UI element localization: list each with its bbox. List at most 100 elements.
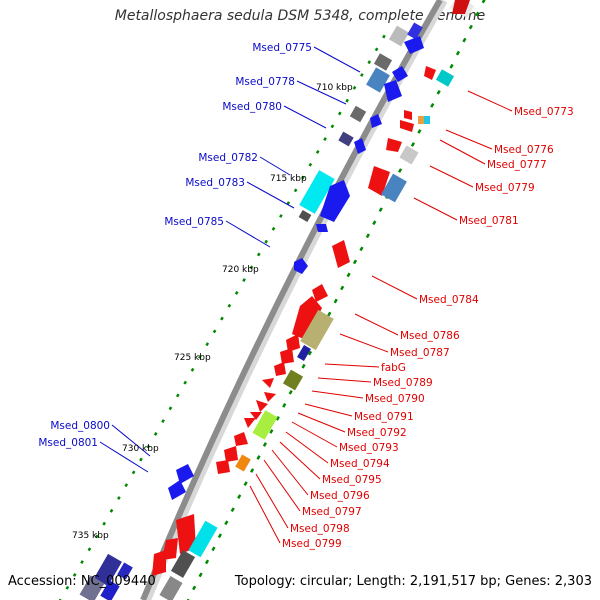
gene-feature [262,378,274,388]
gene-feature [384,80,402,102]
tick-mark [198,355,202,359]
gene-label[interactable]: Msed_0785 [164,216,224,228]
label-leader-line [246,181,295,209]
scale-label: 715 kbp [270,174,307,184]
gene-label[interactable]: Msed_0799 [282,538,342,550]
gene-label[interactable]: Msed_0780 [222,101,282,113]
gene-label[interactable]: Msed_0792 [347,427,407,439]
tick-mark [308,162,313,167]
tick-mark [161,419,165,424]
label-leader-line [296,80,347,105]
gene-label[interactable]: Msed_0775 [252,42,312,54]
gene-label[interactable]: Msed_0800 [50,420,110,432]
gene-feature [392,66,408,82]
tick-mark [249,468,255,473]
tick-mark [301,363,306,369]
tick-mark [262,442,268,447]
tick-mark [430,102,435,108]
gene-label[interactable]: Msed_0789 [373,377,433,389]
gene-feature [244,418,256,428]
gene-label[interactable]: Msed_0796 [310,490,370,502]
tick-mark [337,111,342,116]
gene-label[interactable]: Msed_0798 [290,523,350,535]
gene-feature [399,145,419,165]
gene-label[interactable]: fabG [381,362,406,374]
tick-mark [346,272,351,278]
tick-mark [211,546,216,552]
tick-mark [481,0,486,4]
gene-label[interactable]: Msed_0781 [459,215,519,227]
gene-feature [298,210,312,222]
map-title: Metallosphaera sedula DSM 5348, complete… [114,8,486,24]
gene-label[interactable]: Msed_0791 [354,411,414,423]
gene-feature [404,36,424,54]
gene-label[interactable]: Msed_0783 [185,177,245,189]
gene-label[interactable]: Msed_0776 [494,144,554,156]
gene-label[interactable]: Msed_0786 [400,330,460,342]
label-leader-line [354,313,399,336]
label-leader-line [259,156,291,176]
gene-feature [282,369,304,391]
label-leader-line [439,139,486,165]
gene-label[interactable]: Msed_0793 [339,442,399,454]
tick-mark [327,311,332,317]
tick-mark [455,50,461,56]
gene-label[interactable]: Msed_0777 [487,159,547,171]
gene-label[interactable]: Msed_0797 [302,506,362,518]
accession-text: Accession: NC_009440 [8,574,156,589]
right-gene-labels: Msed_0773 Msed_0776 Msed_0777 Msed_0779 … [282,106,574,550]
gene-label[interactable]: Msed_0782 [198,152,258,164]
gene-feature [452,0,470,14]
gene-label[interactable]: Msed_0795 [322,474,382,486]
tick-mark [275,416,280,421]
gene-feature [418,116,424,124]
label-leader-line [339,333,389,353]
gene-feature [152,550,166,576]
gene-label[interactable]: Msed_0784 [419,294,479,306]
label-leader-line [304,403,353,417]
gene-feature [320,180,350,222]
gene-label[interactable]: Msed_0773 [514,106,574,118]
tick-mark [212,329,217,334]
gene-feature [400,120,414,132]
tick-mark [205,342,210,347]
tick-mark [352,85,357,90]
gene-feature [159,575,183,600]
gene-label[interactable]: Msed_0779 [475,182,535,194]
tick-mark [359,246,364,252]
tick-mark [183,380,187,385]
gene-label[interactable]: Msed_0794 [330,458,390,470]
gene-feature [274,362,286,376]
tick-mark [192,585,197,591]
tick-ring-left [58,34,386,600]
label-leader-line [317,377,372,383]
tick-mark [374,47,379,52]
left-label-leaders [99,46,361,473]
gene-label[interactable]: Msed_0790 [365,393,425,405]
tick-mark [301,175,305,180]
tick-mark [87,547,92,552]
label-leader-line [313,46,361,73]
tick-mark [315,149,320,154]
tick-mark [65,585,70,590]
tick-mark [382,34,386,39]
gene-label[interactable]: Msed_0778 [235,76,295,88]
gene-feature [388,25,410,47]
scale-label: 730 kbp [122,444,159,454]
scale-label: 710 kbp [316,83,353,93]
label-leader-line [111,424,151,457]
gene-feature [170,550,196,578]
gene-label[interactable]: Msed_0801 [38,437,98,449]
tick-mark [243,481,248,486]
tick-mark [360,73,364,77]
gene-feature [216,460,230,474]
gene-feature [234,432,248,446]
tick-mark [256,252,261,257]
tick-mark [410,142,416,147]
scale-labels: 710 kbp 715 kbp 720 kbp 725 kbp 730 kbp … [72,83,353,541]
gene-label[interactable]: Msed_0787 [390,347,450,359]
gene-feature [435,69,455,87]
gene-feature [299,170,335,214]
gene-feature [312,284,328,302]
